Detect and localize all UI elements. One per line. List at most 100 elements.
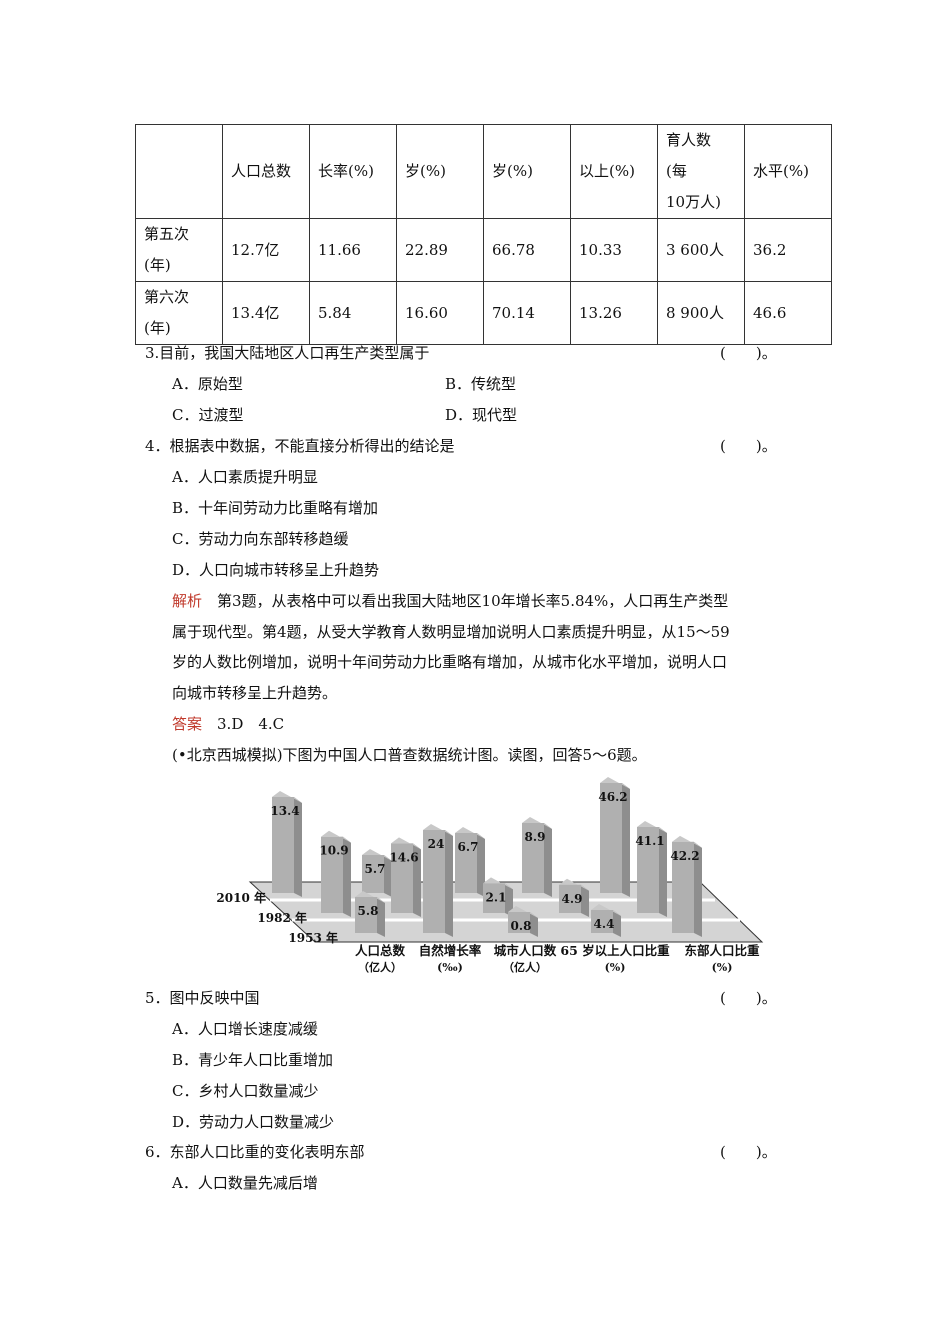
table-row: 第五次 (年) 12.7亿 11.66 22.89 66.78 10.33 3 … [135,218,832,282]
answer-label: 答案 [172,715,203,733]
bar [637,827,659,913]
census-table: 人口总数 长率(%) 岁(%) 岁(%) 以上(%) 育人数 (每 10万人) … [135,124,832,345]
table-cell: 11.66 [309,218,397,282]
answer-blank: ( )。 [720,437,777,455]
bar [591,910,613,933]
bar-side [384,855,392,897]
series-label: 1953 年 [288,930,338,945]
intro-text: (•北京西城模拟)下图为中国人口普查数据统计图。读图，回答5～6题。 [172,746,647,764]
bar-data-label: 4.4 [594,917,615,931]
bar-data-label: 24 [428,837,445,851]
option: A．原始型 [172,375,243,393]
answer-blank: ( )。 [720,1143,777,1161]
bar-side [445,830,453,937]
bar-top [483,877,513,890]
category-label: 城市人口数 [494,943,557,958]
table-cell: 水平(%) [744,124,832,219]
bar-side [505,883,513,917]
question-6-stem: 6．东部人口比重的变化表明东部 [145,1143,365,1161]
option: B．十年间劳动力比重略有增加 [172,499,379,517]
category-label: （亿人） [358,960,402,974]
category-label: 自然增长率 [419,943,482,958]
category-label: (‰) [437,961,463,974]
option: B．青少年人口比重增加 [172,1051,334,1069]
analysis-label: 解析 [172,592,203,610]
option: A．人口数量先减后增 [172,1174,318,1192]
bar [272,797,294,893]
bar-data-label: 42.2 [670,849,699,863]
analysis-line: 岁的人数比例增加，说明十年间劳动力比重略有增加，从城市化水平增加，说明人口 [172,653,728,671]
answer-line: 答案 3.D 4.C [172,714,284,734]
table-cell: 长率(%) [309,124,397,219]
analysis-text: 第3题，从表格中可以看出我国大陆地区10年增长率5.84%，人口再生产类型 [202,592,729,610]
census-3d-bar-chart: 13.4 5.7 6.7 8.9 46.2 2010 年 10.9 14.6 2.1 4.9 41.… [216,777,764,974]
bar [355,897,377,933]
bar [362,855,384,893]
table-cell: 8 900人 [657,281,745,345]
option: D．人口向城市转移呈上升趋势 [172,561,380,579]
bar-top [321,830,351,843]
bar-side [613,910,621,937]
table-cell: 5.84 [309,281,397,345]
bar-data-label: 10.9 [319,844,348,858]
option: C．劳动力向东部转移趋缓 [172,530,349,548]
bar-side [343,836,351,917]
bar [423,830,445,933]
bar-data-label: 41.1 [635,834,664,848]
bar-side [544,823,552,897]
bar-side [294,797,302,897]
table-header-row: 人口总数 长率(%) 岁(%) 岁(%) 以上(%) 育人数 (每 10万人) … [135,124,832,219]
bar [321,836,343,913]
option: D．现代型 [445,406,518,424]
bar-data-label: 4.9 [562,892,583,906]
bar [391,843,413,913]
bar [522,823,544,893]
bar [600,783,622,893]
bar-side [581,884,589,917]
category-label: （亿人） [503,960,547,974]
bar-top [391,837,421,850]
bar-side [622,783,630,897]
bar-top [672,835,702,848]
option: D．劳动力人口数量减少 [172,1113,335,1131]
question-5-stem: 5．图中反映中国 [145,989,260,1007]
bar-data-label: 2.1 [486,890,507,904]
option: C．乡村人口数量减少 [172,1082,319,1100]
bar-side [659,827,667,917]
table-cell [135,124,223,219]
bar [455,833,477,893]
table-cell: 3 600人 [657,218,745,282]
table-cell: 13.26 [570,281,658,345]
question-3-stem: 3.目前，我国大陆地区人口再生产类型属于 [145,344,430,362]
bar-side [477,833,485,897]
option: A．人口增长速度减缓 [172,1020,318,1038]
analysis-line: 属于现代型。第4题，从受大学教育人数明显增加说明人口素质提升明显，从15～59 [172,623,730,641]
table-row: 第六次 (年) 13.4亿 5.84 16.60 70.14 13.26 8 9… [135,281,832,345]
bar-side [530,912,538,937]
bar-data-label: 14.6 [389,850,418,864]
question-4-stem: 4．根据表中数据，不能直接分析得出的结论是 [145,437,455,455]
bar-data-label: 0.8 [511,919,532,933]
table-cell: 46.6 [744,281,832,345]
answer-blank: ( )。 [720,989,777,1007]
table-cell: 70.14 [483,281,571,345]
category-label: 65 岁以上人口比重 [560,943,670,958]
answer-text: 3.D 4.C [202,715,285,733]
table-cell: 岁(%) [483,124,571,219]
option: A．人口素质提升明显 [172,468,318,486]
table-cell: 人口总数 [222,124,310,219]
option: B．传统型 [445,375,517,393]
category-label: (%) [605,961,626,974]
table-cell: 36.2 [744,218,832,282]
series-label: 2010 年 [216,890,266,905]
table-cell: 13.4亿 [222,281,310,345]
table-cell: 66.78 [483,218,571,282]
category-label: (%) [712,961,733,974]
bar [672,841,694,933]
answer-blank: ( )。 [720,344,777,362]
bar [483,883,505,913]
table-cell: 第五次 (年) [135,218,223,282]
analysis-line: 解析 第3题，从表格中可以看出我国大陆地区10年增长率5.84%，人口再生产类型 [172,591,728,611]
bar [508,912,530,933]
